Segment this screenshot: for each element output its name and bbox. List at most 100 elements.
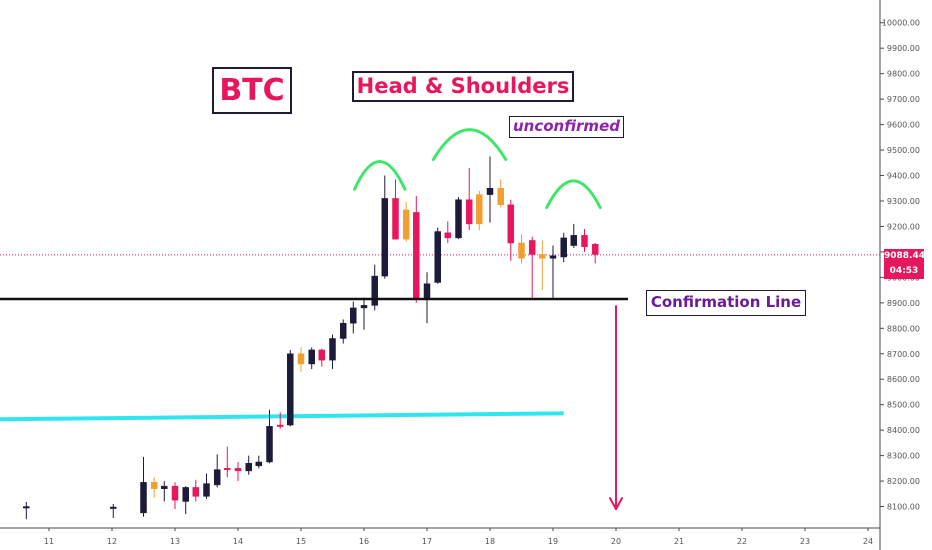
candle-body — [350, 307, 357, 324]
y-tick-label: 9500.00 — [887, 146, 920, 155]
axes — [0, 0, 881, 550]
candle — [171, 482, 179, 510]
candle-body — [182, 487, 189, 502]
candle — [381, 175, 389, 279]
x-tick-label: 12 — [107, 537, 117, 546]
candle — [297, 347, 305, 372]
head-arc — [431, 128, 508, 161]
y-tick-label: 9300.00 — [887, 197, 920, 206]
candle — [560, 232, 567, 263]
x-tick-label: 21 — [674, 537, 684, 546]
candle-body — [528, 240, 536, 255]
candle-body — [245, 463, 252, 472]
x-tick-label: 13 — [170, 537, 180, 546]
btc-label: BTC — [212, 67, 292, 114]
candle-body — [465, 199, 473, 225]
y-tick-label: 8600.00 — [887, 375, 920, 384]
candle-body — [150, 482, 158, 489]
x-tick-label: 22 — [737, 537, 747, 546]
shoulder-arc — [545, 179, 602, 210]
pattern-label: Head & Shoulders — [352, 71, 574, 102]
candle-body — [339, 322, 347, 339]
candle — [318, 348, 326, 367]
candle-body — [318, 349, 326, 361]
candle — [245, 455, 252, 475]
candle-body — [392, 198, 399, 240]
candle-body — [444, 232, 452, 239]
x-tick-label: 23 — [800, 537, 810, 546]
candle — [423, 272, 431, 324]
candle — [413, 195, 420, 303]
candle-body — [287, 353, 294, 426]
candle — [465, 167, 473, 231]
candle — [308, 347, 315, 370]
bar-countdown-tag: 04:53 — [884, 264, 924, 279]
candle — [591, 242, 599, 264]
candle — [339, 319, 347, 344]
y-tick-label: 8400.00 — [887, 426, 920, 435]
candle-body — [423, 283, 431, 300]
candle-body — [371, 275, 378, 306]
candle-body — [497, 187, 504, 206]
candle — [518, 234, 525, 264]
x-tick-label: 19 — [548, 537, 558, 546]
arrow-head — [609, 497, 623, 511]
candle — [539, 240, 546, 291]
support-line-stroke[interactable] — [0, 411, 564, 422]
candle — [150, 477, 158, 498]
candle-body — [570, 235, 578, 246]
candle — [549, 245, 557, 298]
candle-body — [560, 237, 567, 258]
candle-body — [140, 482, 147, 514]
y-tick-label: 8700.00 — [887, 350, 920, 359]
candle-body — [591, 244, 599, 255]
status-label: unconfirmed — [509, 116, 624, 138]
candle — [287, 349, 294, 427]
y-tick-label: 9200.00 — [887, 222, 920, 231]
candle-body — [360, 305, 368, 309]
candle-body — [308, 349, 315, 365]
candle-body — [297, 353, 305, 365]
candle-body — [203, 483, 210, 497]
candle — [329, 334, 336, 370]
x-tick-label: 11 — [44, 537, 54, 546]
x-tick-label: 24 — [863, 537, 873, 546]
support-line[interactable] — [0, 411, 564, 422]
confirmation-label: Confirmation Line — [646, 290, 806, 316]
candle — [350, 301, 357, 334]
candle-body — [171, 485, 179, 501]
candle — [392, 179, 399, 240]
y-tick-label: 8200.00 — [887, 477, 920, 486]
x-tick-label: 18 — [485, 537, 495, 546]
candle — [224, 446, 231, 478]
candle-body — [23, 506, 30, 509]
y-tick-label: 9400.00 — [887, 172, 920, 181]
candlestick-series — [23, 156, 599, 520]
candle — [444, 221, 452, 243]
candle-body — [507, 204, 515, 244]
x-tick-label: 15 — [296, 537, 306, 546]
candle — [140, 456, 147, 517]
candle-body — [455, 199, 462, 239]
candle — [255, 455, 263, 469]
x-axis-ticks: 11 12 13 14 15 16 17 18 19 20 21 22 23 24 — [44, 528, 873, 546]
candle-body — [476, 194, 483, 225]
candle-body — [110, 506, 117, 509]
y-tick-label: 8800.00 — [887, 324, 920, 333]
candle-body — [581, 235, 588, 248]
candle-body — [518, 242, 525, 259]
candle — [507, 199, 515, 261]
current-price-tag: 9088.44 — [884, 249, 925, 264]
candle — [528, 236, 536, 301]
x-tick-label: 20 — [611, 537, 621, 546]
candle-body — [234, 468, 242, 472]
x-tick-label: 16 — [359, 537, 369, 546]
y-tick-label: 9800.00 — [887, 70, 920, 79]
candle — [203, 473, 210, 499]
y-tick-label: 8500.00 — [887, 401, 920, 410]
candle-body — [192, 487, 200, 497]
candle — [266, 409, 273, 464]
shoulder-arcs — [353, 128, 602, 210]
candle — [360, 297, 368, 330]
